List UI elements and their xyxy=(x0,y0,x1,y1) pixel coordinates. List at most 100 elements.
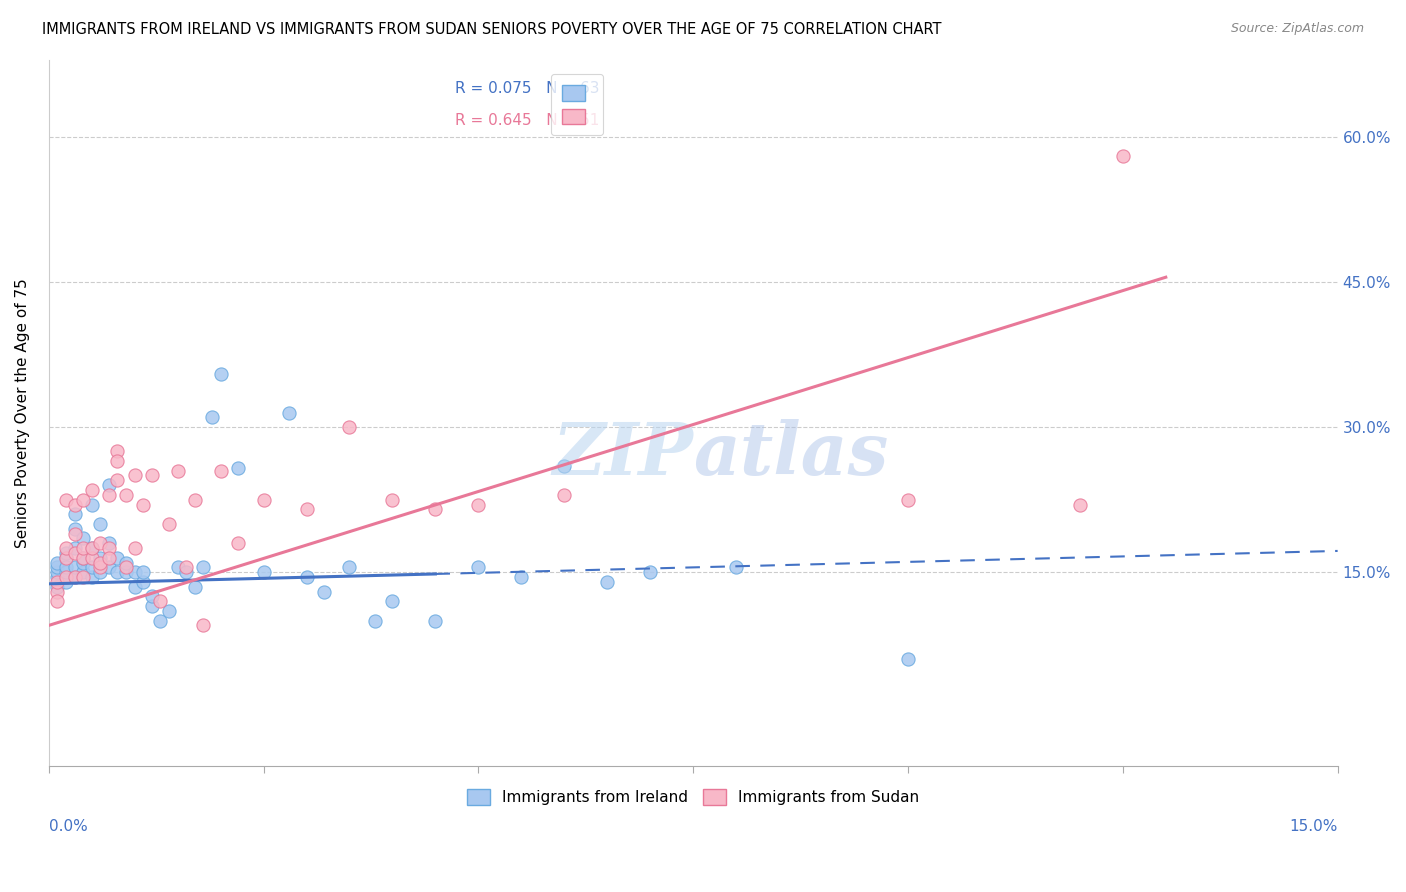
Point xyxy=(72,570,94,584)
Point xyxy=(46,584,69,599)
Point xyxy=(55,546,77,560)
Text: 0.0%: 0.0% xyxy=(49,819,87,834)
Point xyxy=(115,565,138,579)
Point xyxy=(725,560,748,574)
Point xyxy=(55,550,77,565)
Point xyxy=(157,604,180,618)
Point xyxy=(209,367,232,381)
Point xyxy=(63,560,86,574)
Point xyxy=(107,454,129,468)
Point xyxy=(72,541,94,555)
Text: atlas: atlas xyxy=(693,419,889,491)
Point xyxy=(467,498,489,512)
Point xyxy=(46,556,69,570)
Point xyxy=(97,550,120,565)
Point xyxy=(1112,149,1135,163)
Point xyxy=(55,541,77,555)
Y-axis label: Seniors Poverty Over the Age of 75: Seniors Poverty Over the Age of 75 xyxy=(15,277,30,548)
Point xyxy=(166,560,188,574)
Point xyxy=(124,580,146,594)
Point xyxy=(124,541,146,555)
Point xyxy=(46,580,69,594)
Point xyxy=(278,406,301,420)
Point xyxy=(63,546,86,560)
Point xyxy=(46,565,69,579)
Point xyxy=(312,584,335,599)
Point xyxy=(226,460,249,475)
Point xyxy=(63,507,86,521)
Point xyxy=(107,473,129,487)
Point xyxy=(364,614,387,628)
Point xyxy=(132,574,155,589)
Point xyxy=(339,420,361,434)
Point xyxy=(63,541,86,555)
Point xyxy=(72,550,94,565)
Point xyxy=(89,560,111,574)
Point xyxy=(295,570,318,584)
Point xyxy=(80,483,103,497)
Text: R = 0.645   N = 51: R = 0.645 N = 51 xyxy=(454,112,599,128)
Point xyxy=(157,516,180,531)
Text: R = 0.075   N = 63: R = 0.075 N = 63 xyxy=(454,81,599,96)
Point xyxy=(107,444,129,458)
Point xyxy=(193,618,215,632)
Point xyxy=(72,550,94,565)
Legend: , : , xyxy=(551,74,603,136)
Point xyxy=(107,565,129,579)
Point xyxy=(193,560,215,574)
Point xyxy=(72,492,94,507)
Point xyxy=(295,502,318,516)
Point xyxy=(46,570,69,584)
Point xyxy=(97,560,120,574)
Text: 15.0%: 15.0% xyxy=(1289,819,1337,834)
Point xyxy=(115,556,138,570)
Point xyxy=(89,556,111,570)
Point xyxy=(124,565,146,579)
Point xyxy=(97,541,120,555)
Point xyxy=(141,590,163,604)
Point xyxy=(381,594,404,608)
Point xyxy=(80,550,103,565)
Point xyxy=(201,410,224,425)
Point xyxy=(72,565,94,579)
Point xyxy=(80,560,103,574)
Point xyxy=(897,492,920,507)
Point xyxy=(107,550,129,565)
Point xyxy=(184,580,207,594)
Point xyxy=(63,526,86,541)
Point xyxy=(80,541,103,555)
Point xyxy=(46,560,69,574)
Point xyxy=(55,565,77,579)
Point xyxy=(184,492,207,507)
Point xyxy=(132,498,155,512)
Point xyxy=(339,560,361,574)
Point xyxy=(149,594,172,608)
Text: ZIP: ZIP xyxy=(553,419,693,491)
Point xyxy=(80,570,103,584)
Point xyxy=(596,574,619,589)
Point xyxy=(381,492,404,507)
Point xyxy=(89,550,111,565)
Point xyxy=(141,468,163,483)
Point xyxy=(425,614,447,628)
Point xyxy=(55,492,77,507)
Point xyxy=(149,614,172,628)
Point xyxy=(80,541,103,555)
Point xyxy=(80,498,103,512)
Text: Source: ZipAtlas.com: Source: ZipAtlas.com xyxy=(1230,22,1364,36)
Point xyxy=(209,464,232,478)
Point xyxy=(63,570,86,584)
Point xyxy=(132,565,155,579)
Point xyxy=(141,599,163,613)
Point xyxy=(467,560,489,574)
Point xyxy=(124,468,146,483)
Point xyxy=(115,560,138,574)
Point xyxy=(46,574,69,589)
Point xyxy=(55,570,77,584)
Point xyxy=(72,556,94,570)
Point xyxy=(174,560,197,574)
Point xyxy=(174,565,197,579)
Point xyxy=(638,565,661,579)
Point xyxy=(55,574,77,589)
Point xyxy=(252,565,274,579)
